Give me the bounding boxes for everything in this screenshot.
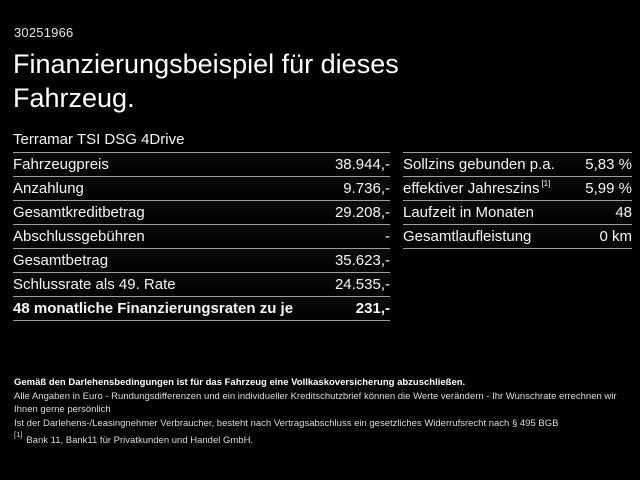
footnote-ref: [1] <box>541 179 551 188</box>
legal-footer: Gemäß den Darlehensbedingungen ist für d… <box>14 376 628 447</box>
vehicle-id: 30251966 <box>14 25 74 40</box>
row-label: Gesamtlaufleistung <box>403 228 532 245</box>
footnote-text: Bank 11, Bank11 für Privatkunden und Han… <box>26 435 254 446</box>
bank-footnote: [1]Bank 11, Bank11 für Privatkunden und … <box>14 431 628 447</box>
row-value: - <box>385 228 390 245</box>
table-row: Laufzeit in Monaten 48 <box>403 200 632 224</box>
legal-note-rounding: Alle Angaben in Euro - Rundungsdifferenz… <box>14 390 617 416</box>
row-label: Schlussrate als 49. Rate <box>13 276 176 293</box>
row-value: 48 <box>615 204 632 221</box>
row-value: 0 km <box>599 228 632 245</box>
row-label: Sollzins gebunden p.a. <box>403 156 555 173</box>
table-row: Gesamtbetrag 35.623,- <box>13 248 390 272</box>
row-label: Laufzeit in Monaten <box>403 204 534 221</box>
footnote-marker: [1] <box>14 429 23 439</box>
row-label: Anzahlung <box>13 180 84 197</box>
vehicle-model-name: Terramar TSI DSG 4Drive <box>13 131 185 148</box>
table-row: effektiver Jahreszins [1] 5,99 % <box>403 176 632 200</box>
row-value: 35.623,- <box>334 252 390 269</box>
row-label: effektiver Jahreszins [1] <box>403 179 551 198</box>
insurance-note: Gemäß den Darlehensbedingungen ist für d… <box>14 377 466 388</box>
row-value: 5,99 % <box>585 180 632 197</box>
table-row: Abschlussgebühren - <box>13 224 390 248</box>
row-value: 38.944,- <box>334 156 390 173</box>
row-value: 29.208,- <box>334 204 390 221</box>
conditions-table: Sollzins gebunden p.a. 5,83 % effektiver J… <box>403 152 632 249</box>
table-row: Anzahlung 9.736,- <box>13 176 390 200</box>
table-row: Gesamtkreditbetrag 29.208,- <box>13 200 390 224</box>
financing-table: Fahrzeugpreis 38.944,- Anzahlung 9.736,- Ges… <box>13 152 390 321</box>
row-label: Gesamtkreditbetrag <box>13 204 145 221</box>
row-value: 5,83 % <box>585 156 632 173</box>
table-row: 48 monatliche Finanzierungsraten zu je 23… <box>13 296 390 320</box>
table-row: Gesamtlaufleistung 0 km <box>403 224 632 248</box>
row-value: 231,- <box>355 300 390 317</box>
row-value: 24.535,- <box>334 276 390 293</box>
table-row: Fahrzeugpreis 38.944,- <box>13 152 390 176</box>
page-title: Finanzierungsbeispiel für dieses Fahrzeu… <box>13 49 399 113</box>
row-label: Gesamtbetrag <box>13 252 109 269</box>
row-label: Fahrzeugpreis <box>13 156 109 173</box>
row-value: 9.736,- <box>343 180 390 197</box>
table-row: Schlussrate als 49. Rate 24.535,- <box>13 272 390 296</box>
row-label: Abschlussgebühren <box>13 228 145 245</box>
table-row: Sollzins gebunden p.a. 5,83 % <box>403 152 632 176</box>
row-label: 48 monatliche Finanzierungsraten zu je <box>13 300 294 317</box>
legal-note-withdrawal: Ist der Darlehens-/Leasingnehmer Verbrau… <box>14 417 559 429</box>
